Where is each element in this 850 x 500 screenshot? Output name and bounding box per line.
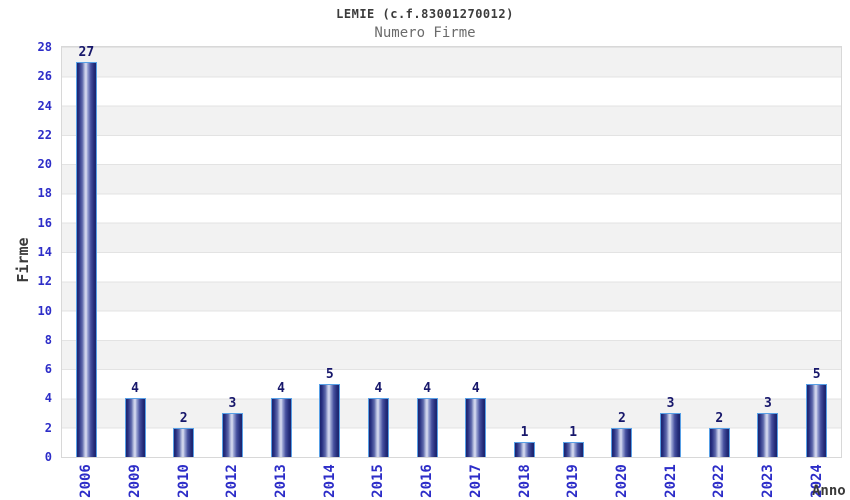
bar-value-label: 4	[423, 381, 432, 397]
bar-value-label: 4	[471, 381, 480, 397]
x-tick-label: 2020	[613, 464, 630, 498]
bar	[465, 398, 487, 457]
y-tick-label: 16	[37, 215, 52, 230]
bar	[660, 413, 682, 457]
x-tick-label: 2023	[759, 464, 776, 498]
bar-value-label: 5	[325, 366, 334, 382]
y-tick-label: 26	[37, 69, 52, 84]
bar	[806, 383, 828, 457]
bar-value-label: 5	[812, 366, 821, 382]
x-tick-label: 2006	[78, 464, 95, 498]
plot-area: 27 4 2 3 4 5 4 4 4 1 1 2 3 2 3 5	[61, 44, 842, 458]
bar-value-label: 2	[179, 410, 188, 426]
bar	[270, 398, 292, 457]
bar	[124, 398, 146, 457]
x-tick-label: 2009	[127, 464, 144, 498]
bar-value-label: 4	[374, 381, 383, 397]
bar-value-label: 3	[666, 396, 675, 412]
x-tick-label: 2017	[467, 464, 484, 498]
y-axis-label: Firme	[14, 237, 32, 283]
x-tick-label: 2015	[370, 464, 387, 498]
x-tick-label: 2012	[224, 464, 241, 498]
y-tick-label: 14	[37, 245, 52, 259]
bar-value-label: 2	[715, 410, 724, 426]
x-tick-label: 2018	[516, 464, 533, 498]
y-tick-label: 8	[44, 332, 52, 347]
x-tick-label: 2022	[711, 464, 728, 498]
x-axis-label: Anno	[812, 483, 846, 499]
bar	[611, 427, 633, 457]
bar	[416, 398, 438, 457]
bar-value-label: 27	[78, 44, 95, 60]
y-tick-label: 18	[37, 186, 52, 201]
bar	[221, 413, 243, 457]
bar-value-label: 3	[228, 396, 237, 412]
y-tick-label: 22	[37, 127, 52, 142]
x-tick-label: 2021	[662, 464, 679, 498]
y-tick-label: 24	[37, 98, 52, 113]
chart-title: LEMIE (c.f.83001270012)	[336, 7, 514, 21]
bar	[75, 61, 97, 457]
bar	[514, 442, 536, 457]
bar	[708, 427, 730, 457]
x-tick-label: 2013	[273, 464, 290, 498]
y-tick-label: 6	[44, 362, 52, 377]
chart-subtitle: Numero Firme	[374, 25, 476, 41]
x-tick-label: 2016	[419, 464, 436, 498]
bar-value-label: 4	[131, 381, 139, 397]
y-tick-label: 0	[44, 450, 52, 464]
y-tick-label: 20	[37, 157, 52, 172]
bar	[319, 383, 341, 457]
bar	[562, 442, 584, 457]
bar-value-label: 1	[569, 425, 578, 441]
bar	[173, 427, 195, 457]
bar	[757, 413, 779, 457]
y-tick-label: 4	[44, 391, 52, 406]
bar-value-label: 4	[277, 381, 285, 397]
y-tick-label: 28	[37, 40, 52, 54]
bar-value-label: 3	[764, 396, 772, 412]
y-tick-label: 12	[37, 274, 52, 289]
bar-value-label: 1	[520, 425, 529, 441]
y-tick-label: 10	[37, 303, 52, 318]
x-tick-label: 2019	[565, 464, 582, 498]
bar-value-label: 2	[617, 410, 626, 426]
x-tick-label: 2010	[175, 464, 192, 498]
y-tick-label: 2	[44, 420, 52, 435]
bar	[367, 398, 389, 457]
x-tick-label: 2014	[321, 464, 338, 498]
